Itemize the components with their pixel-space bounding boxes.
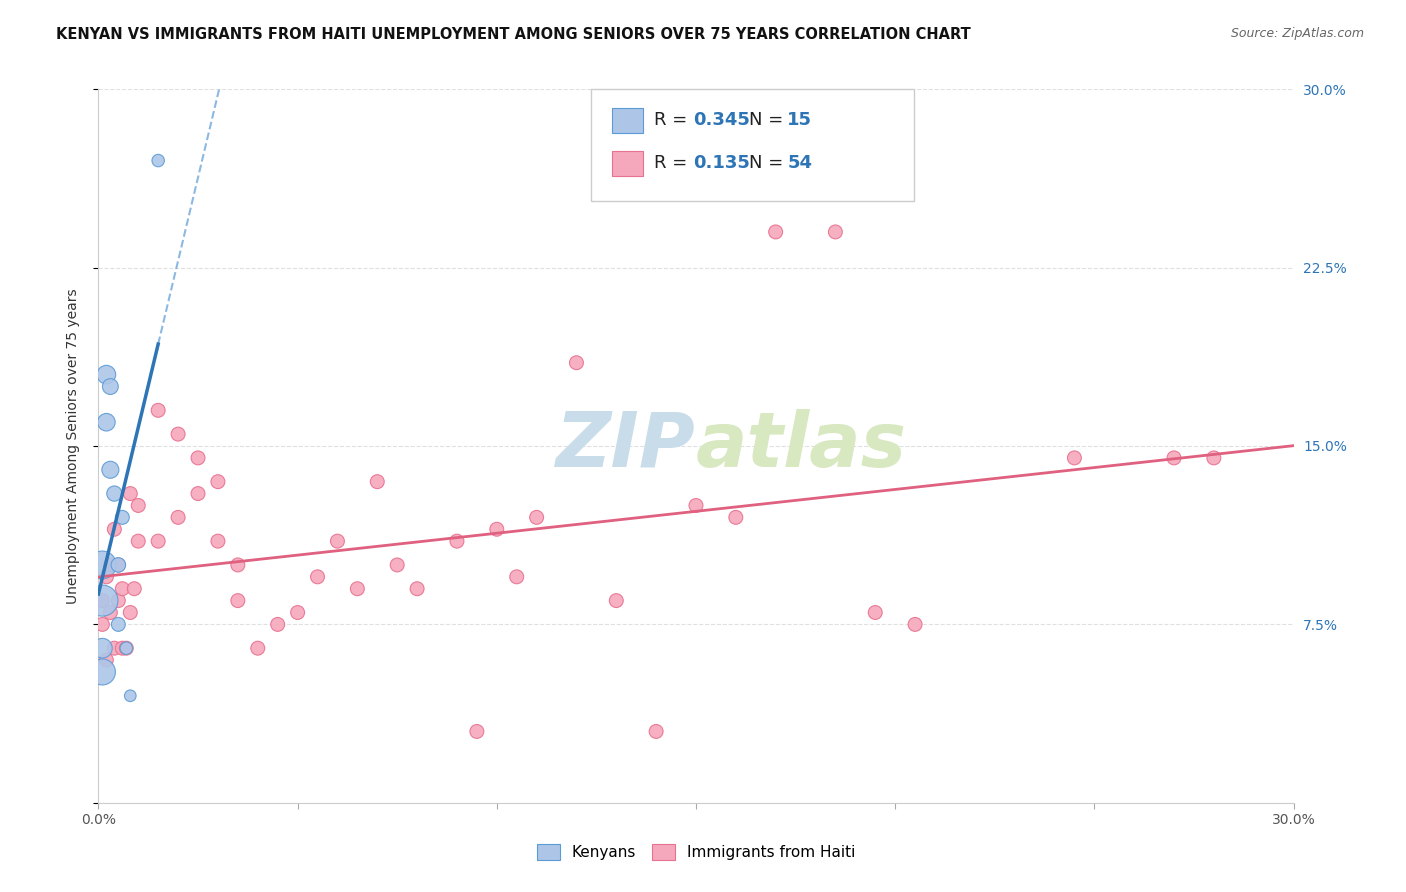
Point — [605, 593, 627, 607]
Point — [91, 641, 114, 656]
Point — [127, 499, 149, 513]
Point — [187, 450, 209, 465]
Point — [96, 415, 118, 429]
Point — [207, 534, 229, 549]
Point — [824, 225, 846, 239]
Point — [120, 689, 142, 703]
Text: Source: ZipAtlas.com: Source: ZipAtlas.com — [1230, 27, 1364, 40]
Point — [120, 606, 142, 620]
Point — [765, 225, 787, 239]
Y-axis label: Unemployment Among Seniors over 75 years: Unemployment Among Seniors over 75 years — [66, 288, 80, 604]
Text: 15: 15 — [787, 112, 813, 129]
Point — [685, 499, 707, 513]
Point — [226, 558, 249, 572]
Point — [98, 558, 122, 572]
Point — [167, 427, 190, 442]
Point — [187, 486, 209, 500]
Point — [111, 510, 134, 524]
Point — [111, 582, 134, 596]
Point — [148, 403, 170, 417]
Point — [246, 641, 269, 656]
Point — [526, 510, 548, 524]
Point — [226, 593, 249, 607]
Point — [124, 582, 146, 596]
Point — [96, 653, 118, 667]
Point — [103, 486, 125, 500]
Point — [107, 593, 129, 607]
Point — [645, 724, 668, 739]
Legend: Kenyans, Immigrants from Haiti: Kenyans, Immigrants from Haiti — [530, 838, 862, 866]
Point — [111, 641, 134, 656]
Point — [326, 534, 349, 549]
Point — [346, 582, 368, 596]
Point — [406, 582, 429, 596]
Point — [103, 522, 125, 536]
Point — [91, 617, 114, 632]
Text: KENYAN VS IMMIGRANTS FROM HAITI UNEMPLOYMENT AMONG SENIORS OVER 75 YEARS CORRELA: KENYAN VS IMMIGRANTS FROM HAITI UNEMPLOY… — [56, 27, 972, 42]
Point — [107, 558, 129, 572]
Point — [127, 534, 149, 549]
Point — [485, 522, 508, 536]
Point — [506, 570, 529, 584]
Point — [287, 606, 309, 620]
Point — [91, 665, 114, 679]
Text: N =: N = — [749, 154, 789, 172]
Point — [565, 356, 588, 370]
Point — [904, 617, 927, 632]
Point — [465, 724, 488, 739]
Text: ZIP: ZIP — [557, 409, 696, 483]
Point — [115, 641, 138, 656]
Point — [91, 593, 114, 607]
Point — [120, 486, 142, 500]
Text: 0.345: 0.345 — [693, 112, 749, 129]
Point — [1163, 450, 1185, 465]
Point — [148, 153, 170, 168]
Point — [724, 510, 747, 524]
Point — [307, 570, 329, 584]
Point — [91, 558, 114, 572]
Text: R =: R = — [654, 154, 693, 172]
Point — [98, 379, 122, 393]
Point — [103, 641, 125, 656]
Point — [1202, 450, 1225, 465]
Point — [148, 534, 170, 549]
Point — [98, 606, 122, 620]
Point — [1063, 450, 1085, 465]
Text: atlas: atlas — [696, 409, 907, 483]
Point — [385, 558, 409, 572]
Point — [98, 463, 122, 477]
Point — [96, 570, 118, 584]
Text: N =: N = — [749, 112, 789, 129]
Point — [91, 593, 114, 607]
Point — [207, 475, 229, 489]
Point — [446, 534, 468, 549]
Point — [167, 510, 190, 524]
Point — [107, 558, 129, 572]
Point — [267, 617, 290, 632]
Point — [115, 641, 138, 656]
Point — [96, 368, 118, 382]
Point — [366, 475, 388, 489]
Point — [865, 606, 887, 620]
Text: 0.135: 0.135 — [693, 154, 749, 172]
Text: 54: 54 — [787, 154, 813, 172]
Point — [107, 617, 129, 632]
Text: R =: R = — [654, 112, 693, 129]
